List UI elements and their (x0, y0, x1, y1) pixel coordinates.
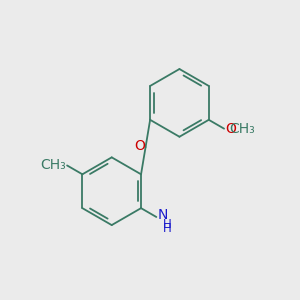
Text: CH₃: CH₃ (230, 122, 255, 136)
Text: H: H (163, 222, 172, 235)
Text: O: O (134, 139, 145, 153)
Text: N: N (158, 208, 168, 222)
Text: H: H (163, 218, 172, 231)
Text: CH₃: CH₃ (40, 158, 66, 172)
Text: O: O (225, 122, 236, 136)
